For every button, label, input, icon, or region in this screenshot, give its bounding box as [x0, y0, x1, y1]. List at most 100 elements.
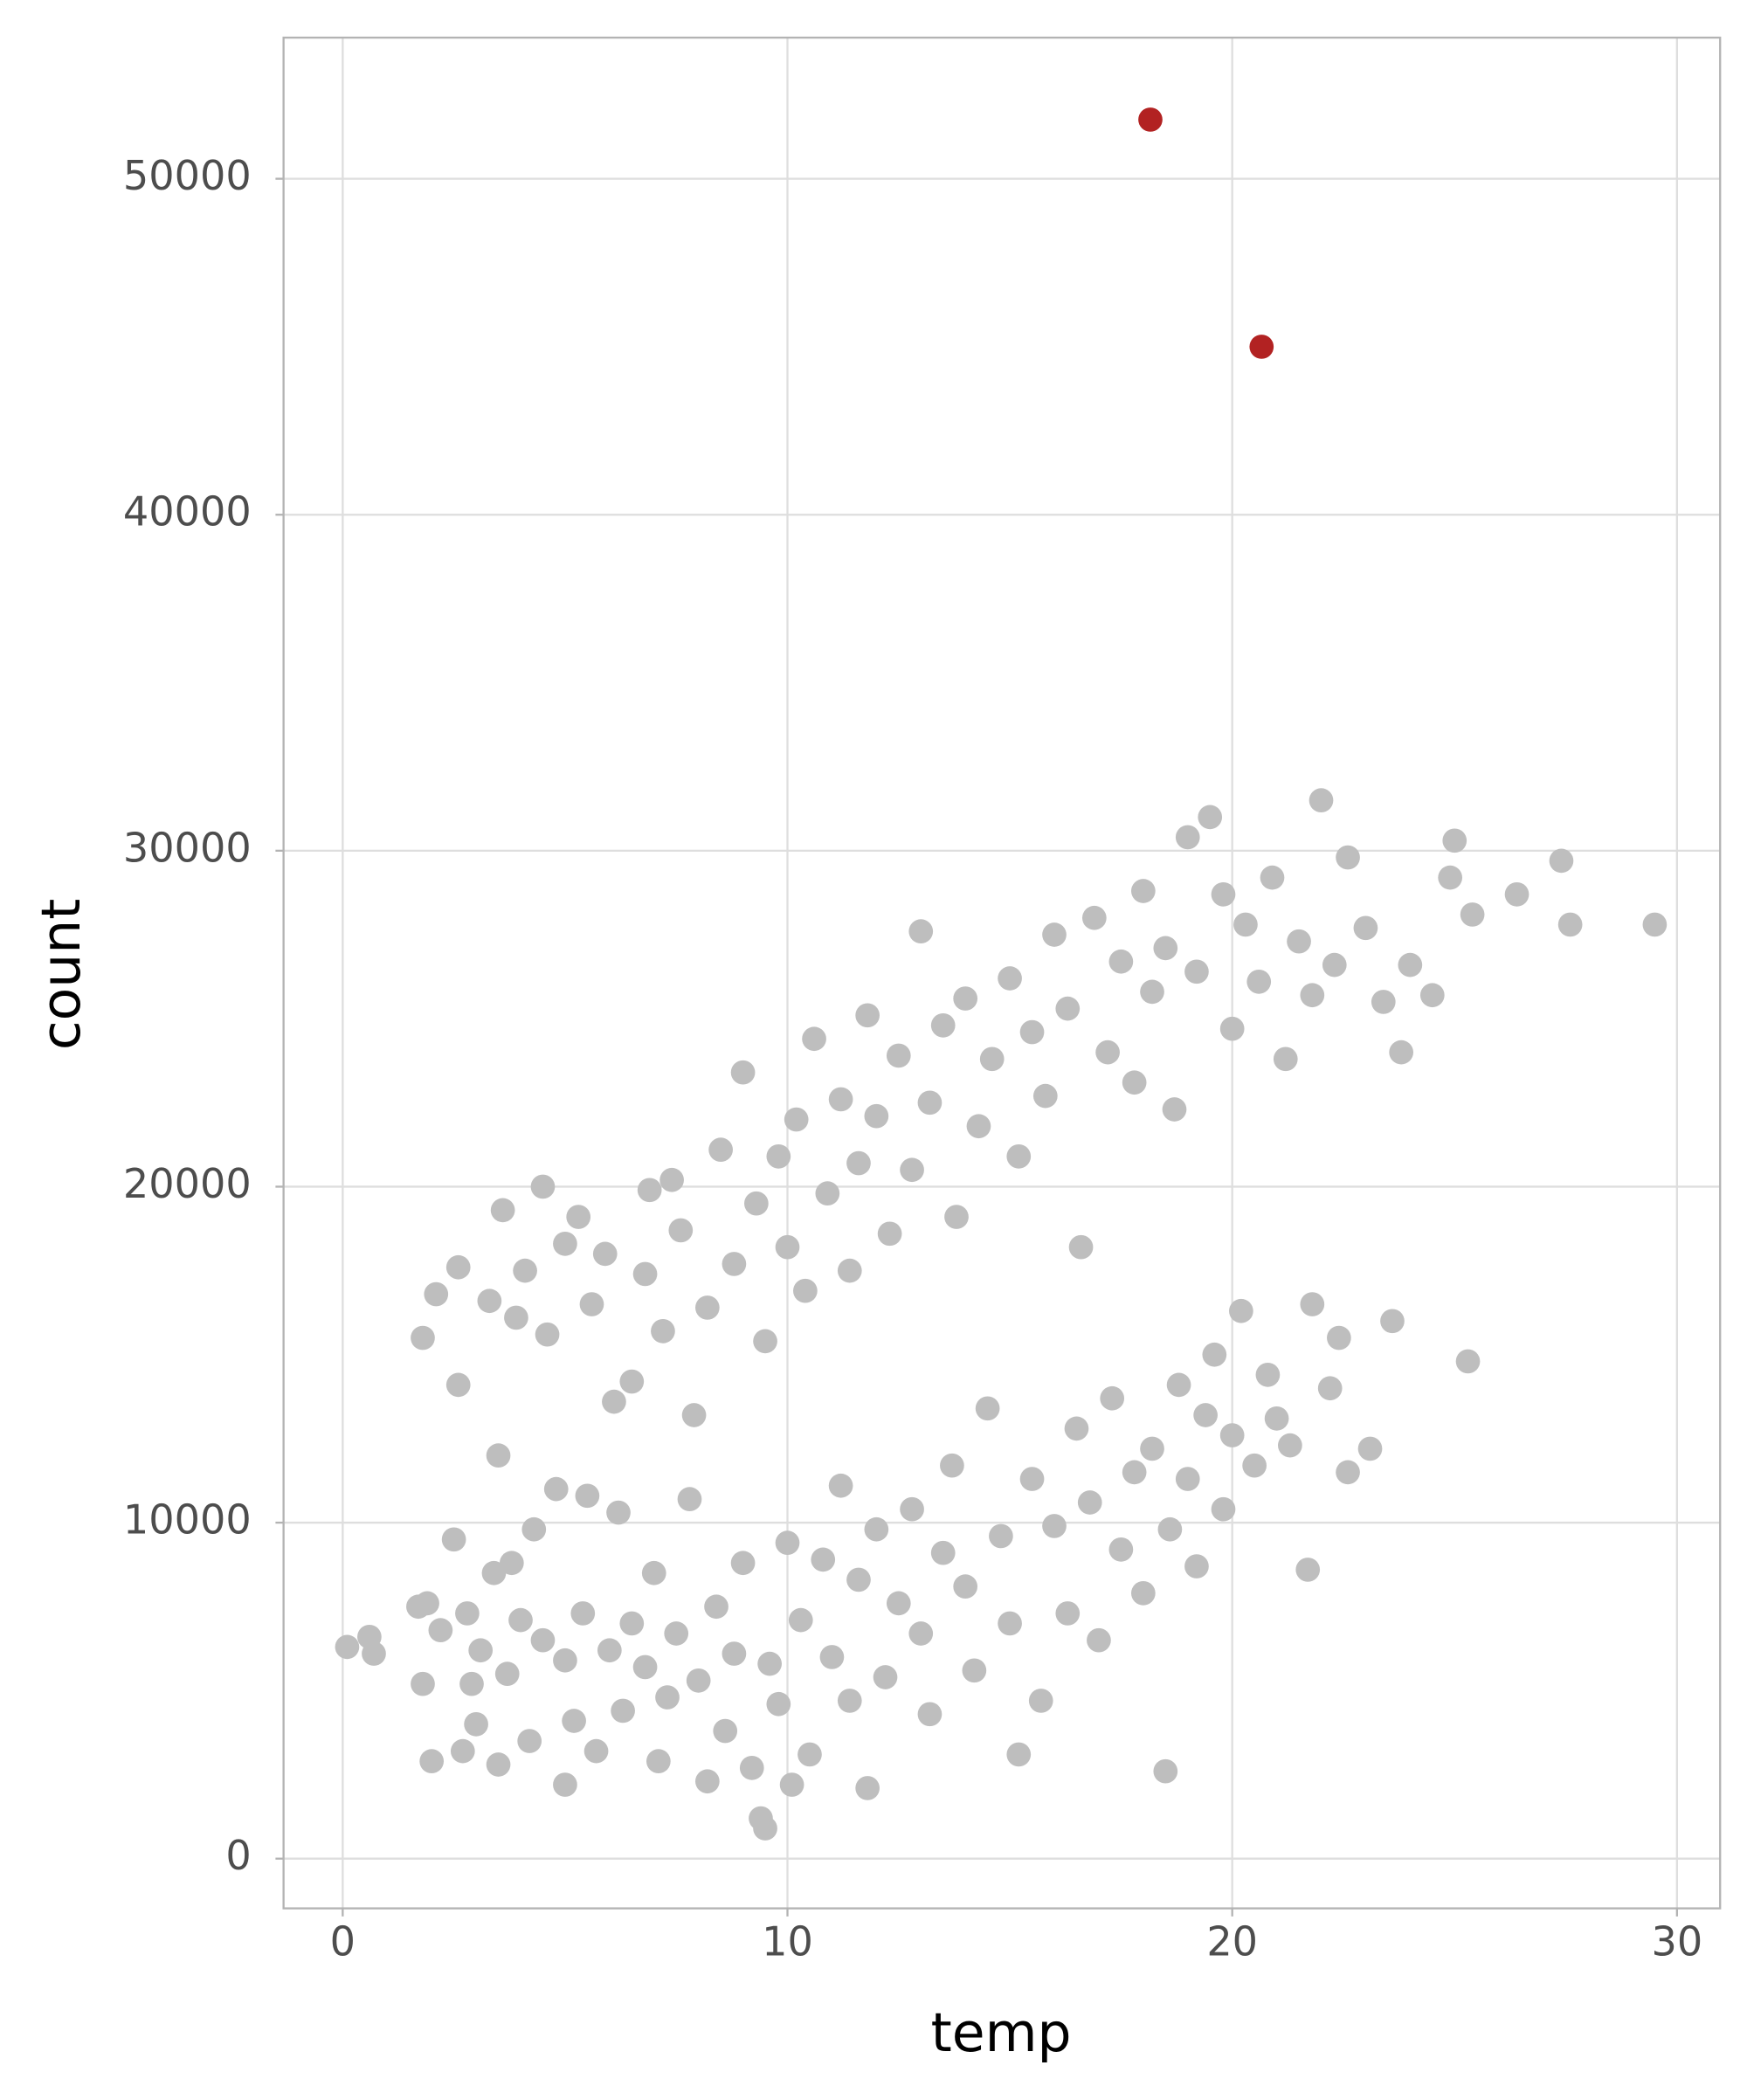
point — [1138, 107, 1163, 132]
point — [1309, 788, 1334, 812]
point — [962, 1658, 987, 1683]
point — [477, 1288, 502, 1314]
point — [1095, 1040, 1120, 1065]
point — [1287, 929, 1311, 954]
point — [646, 1749, 671, 1773]
point — [1122, 1460, 1147, 1485]
point — [1273, 1047, 1298, 1072]
point — [1055, 996, 1081, 1021]
point — [575, 1483, 600, 1509]
x-tick-label: 20 — [1206, 1918, 1258, 1965]
point — [668, 1218, 694, 1243]
point — [1642, 912, 1668, 937]
point — [1108, 949, 1134, 974]
point — [975, 1396, 1000, 1421]
point — [730, 1551, 756, 1576]
point — [1557, 912, 1583, 937]
point — [579, 1292, 604, 1316]
point — [704, 1594, 728, 1620]
point — [837, 1258, 862, 1283]
point — [1068, 1234, 1094, 1260]
point — [873, 1665, 898, 1689]
point — [570, 1601, 596, 1626]
point — [445, 1254, 471, 1280]
point — [1140, 1436, 1164, 1461]
point — [1130, 879, 1156, 903]
point — [753, 1329, 777, 1354]
point — [846, 1567, 871, 1592]
point — [811, 1547, 836, 1572]
point — [1336, 845, 1360, 870]
point — [837, 1689, 862, 1713]
point — [788, 1607, 813, 1633]
point — [1019, 1019, 1045, 1045]
point — [1122, 1070, 1147, 1095]
point — [1255, 1363, 1281, 1387]
y-tick-label: 10000 — [123, 1496, 252, 1544]
point — [908, 919, 934, 943]
point — [1175, 1467, 1200, 1491]
point — [606, 1500, 631, 1525]
point — [553, 1772, 577, 1797]
point — [335, 1634, 360, 1660]
x-axis-title: temp — [931, 2001, 1072, 2064]
point — [1460, 902, 1485, 927]
point — [641, 1560, 666, 1585]
point — [1162, 1097, 1187, 1122]
point — [1300, 1292, 1325, 1316]
point — [775, 1234, 800, 1260]
point — [651, 1319, 675, 1344]
point — [597, 1638, 622, 1663]
point — [793, 1278, 818, 1303]
point — [411, 1325, 435, 1350]
point — [1198, 805, 1223, 830]
point — [1108, 1537, 1134, 1562]
point — [677, 1487, 702, 1511]
y-axis-title: count — [30, 899, 93, 1051]
point — [428, 1618, 453, 1642]
point — [779, 1772, 804, 1797]
point — [450, 1738, 475, 1764]
point — [1219, 1423, 1245, 1447]
point — [1322, 952, 1347, 977]
point — [1100, 1385, 1125, 1411]
point — [1028, 1689, 1053, 1713]
point — [784, 1107, 809, 1132]
y-tick-label: 30000 — [123, 824, 252, 871]
point — [415, 1591, 439, 1616]
point — [464, 1712, 488, 1737]
point — [455, 1601, 480, 1626]
y-tick-label: 40000 — [123, 488, 252, 535]
point — [855, 1003, 880, 1028]
point — [1157, 1516, 1183, 1542]
point — [1327, 1325, 1351, 1350]
point — [846, 1150, 871, 1176]
point — [1211, 1496, 1236, 1522]
point — [655, 1685, 680, 1710]
point — [535, 1322, 560, 1347]
point — [499, 1551, 524, 1576]
point — [1549, 848, 1574, 874]
point — [553, 1648, 577, 1673]
point — [1398, 952, 1423, 977]
point — [566, 1205, 591, 1229]
panel-border — [282, 36, 1722, 1910]
point — [917, 1702, 943, 1727]
point — [1389, 1040, 1414, 1065]
point — [1140, 979, 1164, 1005]
point — [504, 1305, 528, 1330]
point — [819, 1645, 845, 1669]
point — [1130, 1581, 1156, 1606]
point — [930, 1540, 956, 1565]
point — [828, 1473, 853, 1498]
point — [900, 1496, 924, 1522]
point — [753, 1816, 777, 1841]
point — [1211, 882, 1236, 907]
point — [1184, 1554, 1209, 1578]
point — [966, 1114, 991, 1139]
point — [490, 1198, 515, 1223]
point — [362, 1641, 386, 1666]
point — [1042, 1514, 1067, 1538]
point — [1153, 1758, 1178, 1784]
